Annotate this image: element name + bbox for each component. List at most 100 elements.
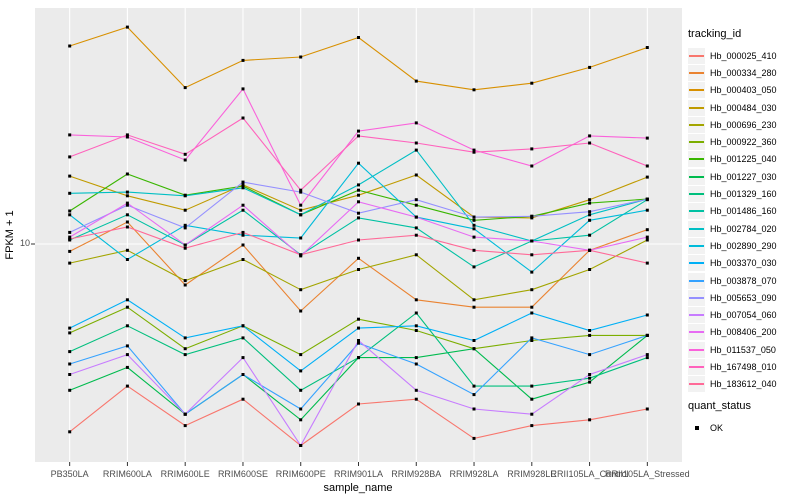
data-point: [125, 133, 129, 137]
legend-quant-entry: OK: [688, 419, 800, 436]
data-point: [68, 213, 72, 217]
legend-key-line-icon: [688, 47, 705, 64]
data-point: [414, 79, 418, 83]
data-point: [241, 184, 245, 188]
data-point: [588, 198, 592, 202]
data-point: [125, 190, 129, 194]
data-point: [241, 258, 245, 261]
y-tick-label: 10: [19, 238, 30, 248]
data-point: [588, 141, 592, 145]
data-point: [530, 311, 534, 315]
legend-entry-label: Hb_003370_030: [710, 258, 777, 269]
legend-key-line-icon: [688, 82, 705, 99]
data-point: [125, 344, 129, 348]
legend-key-line-icon: [688, 255, 705, 272]
data-point: [472, 215, 476, 219]
legend-quant-entry-label: OK: [710, 422, 724, 433]
legend-key-line-icon: [688, 64, 705, 81]
data-point: [125, 201, 129, 205]
data-point: [125, 220, 129, 224]
legend-entry-label: Hb_001227_030: [710, 171, 777, 182]
data-point: [125, 213, 129, 217]
data-point: [530, 214, 534, 218]
data-point: [588, 329, 592, 332]
data-point: [645, 261, 649, 265]
data-point: [588, 373, 592, 376]
data-point: [414, 298, 418, 302]
data-point: [645, 228, 649, 232]
data-point: [588, 213, 592, 217]
data-point: [68, 155, 72, 159]
legend-entry-label: Hb_000025_410: [710, 50, 777, 61]
x-tick-labels: PB350LA RRIM600LA RRIM600LE RRIM600SE RRIM60…: [0, 469, 800, 481]
data-point: [414, 121, 418, 125]
data-point: [241, 203, 245, 207]
legend-key-line-icon: [688, 186, 705, 203]
data-point: [645, 197, 649, 201]
x-tick-label: RRIM928LE: [507, 469, 557, 479]
data-point: [357, 129, 360, 133]
legend-entry: Hb_007054_060: [688, 306, 800, 324]
x-tick-label: RRIM600LE: [160, 469, 210, 479]
data-point: [414, 226, 418, 230]
data-point: [472, 148, 476, 152]
legend-key-line-icon: [688, 324, 705, 341]
data-point: [530, 216, 534, 220]
legend-entry-label: Hb_183612_040: [710, 379, 777, 390]
legend-key-line-icon: [688, 134, 705, 151]
data-point: [472, 218, 476, 222]
data-point: [68, 191, 72, 195]
legend-key-line-icon: [688, 272, 705, 289]
data-point: [299, 369, 303, 373]
legend-entry-label: Hb_000922_360: [710, 137, 777, 148]
data-point: [414, 233, 418, 237]
x-axis-title: sample_name: [323, 482, 393, 494]
x-tick-label: RRIM600LA: [102, 469, 152, 479]
data-point: [68, 362, 72, 366]
data-point: [241, 230, 245, 234]
data-point: [125, 305, 129, 309]
data-point: [472, 227, 476, 231]
data-point: [472, 88, 476, 92]
legend-entry: Hb_001329_160: [688, 185, 800, 203]
data-point: [299, 309, 303, 313]
data-point: [241, 356, 245, 360]
data-point: [530, 288, 534, 292]
legend-entry-label: Hb_000484_030: [710, 102, 777, 113]
data-point: [414, 215, 418, 219]
legend-key-line-icon: [688, 203, 705, 220]
data-point: [530, 270, 534, 274]
data-point: [357, 268, 360, 271]
data-point: [241, 186, 245, 190]
data-point: [645, 235, 649, 239]
y-axis-title: FPKM + 1: [4, 210, 16, 260]
data-point: [299, 236, 303, 240]
data-point: [414, 324, 418, 328]
legend-key-line-icon: [688, 289, 705, 306]
legend-entry: Hb_002890_290: [688, 237, 800, 254]
data-point: [125, 248, 129, 252]
data-point: [125, 324, 129, 328]
data-point: [299, 190, 303, 194]
data-point: [588, 380, 592, 384]
data-point: [183, 336, 187, 340]
data-point: [414, 203, 418, 207]
data-point: [68, 235, 72, 239]
data-point: [472, 305, 476, 309]
data-point: [588, 333, 592, 337]
data-point: [241, 116, 245, 120]
data-point: [530, 164, 534, 168]
data-point: [241, 208, 245, 212]
data-point: [241, 336, 245, 340]
legend-entry-label: Hb_000696_230: [710, 119, 777, 130]
data-point: [472, 407, 476, 411]
legend-entry: Hb_011537_050: [688, 341, 800, 358]
legend-entry-label: Hb_005653_090: [710, 292, 777, 303]
data-point: [68, 331, 72, 335]
legend-entry: Hb_000334_280: [688, 64, 800, 81]
data-point: [241, 233, 245, 237]
data-point: [125, 384, 129, 388]
data-point: [183, 152, 187, 156]
data-point: [125, 172, 129, 176]
data-point: [357, 402, 360, 406]
